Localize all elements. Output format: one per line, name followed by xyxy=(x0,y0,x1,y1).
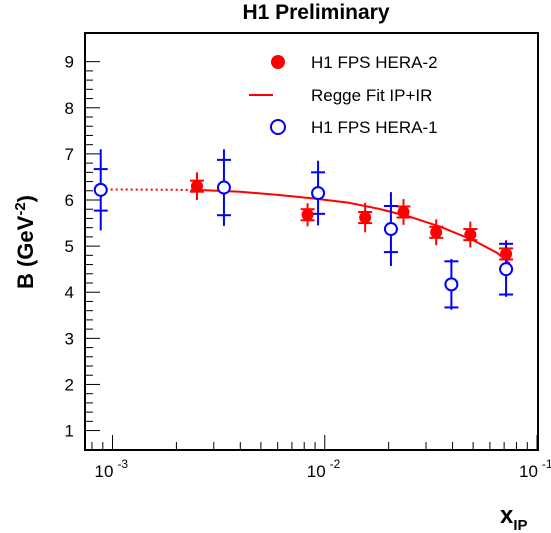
y-tick-label: 8 xyxy=(65,99,74,118)
legend-label-hera1: H1 FPS HERA-1 xyxy=(311,118,438,137)
y-tick-label: 9 xyxy=(65,53,74,72)
x-tick-label: 10 -2 xyxy=(307,457,341,481)
x-tick-exp: -1 xyxy=(542,457,551,471)
y-tick-label: 7 xyxy=(65,145,74,164)
error-bars xyxy=(93,149,514,310)
data-point-hera1 xyxy=(499,262,514,277)
x-tick-label: 10 -3 xyxy=(95,457,129,481)
x-axis-label-sub: IP xyxy=(513,517,527,533)
legend-marker-hera1 xyxy=(270,119,286,135)
data-point-hera2 xyxy=(397,205,410,218)
data-markers xyxy=(93,180,514,292)
fit-extrapolation-line xyxy=(100,188,198,191)
x-tick-exp: -3 xyxy=(117,457,128,471)
data-point-hera2 xyxy=(359,211,372,224)
svg-text:B (GeV-2): B (GeV-2) xyxy=(12,195,38,289)
data-point-hera1 xyxy=(216,180,231,195)
data-point-hera1 xyxy=(383,222,398,237)
x-axis-label: xIP xyxy=(500,502,528,533)
y-tick-label: 6 xyxy=(65,191,74,210)
legend: H1 FPS HERA-2 Regge Fit IP+IR H1 FPS HER… xyxy=(249,53,438,137)
axis-ticks xyxy=(86,61,538,449)
y-tick-labels: 1 2 3 4 5 6 7 8 9 xyxy=(65,53,74,441)
data-point-hera2 xyxy=(500,247,513,260)
data-point-hera1 xyxy=(444,277,459,292)
y-axis-label: B (GeV-2) xyxy=(12,195,38,289)
plot-frame xyxy=(84,32,539,451)
legend-label-hera2: H1 FPS HERA-2 xyxy=(311,53,438,72)
x-tick-base: 10 xyxy=(307,462,326,481)
y-tick-label: 1 xyxy=(65,422,74,441)
y-tick-label: 2 xyxy=(65,375,74,394)
y-tick-label: 4 xyxy=(65,283,74,302)
y-tick-label: 5 xyxy=(65,237,74,256)
data-point-hera2 xyxy=(430,226,443,239)
fit-curves xyxy=(100,188,511,265)
legend-marker-hera2 xyxy=(271,55,285,69)
data-point-hera1 xyxy=(311,186,326,201)
y-axis-label-sup: -2 xyxy=(12,202,29,215)
y-axis-label-close: ) xyxy=(13,195,38,202)
y-axis-label-main: B (GeV xyxy=(13,215,38,289)
x-tick-base: 10 xyxy=(519,462,538,481)
legend-label-regge: Regge Fit IP+IR xyxy=(311,86,432,105)
data-point-hera2 xyxy=(464,228,477,241)
regge-fit-line xyxy=(196,188,511,265)
x-axis-label-main: x xyxy=(500,502,514,529)
data-point-hera2 xyxy=(301,208,314,221)
chart-title: H1 Preliminary xyxy=(242,1,389,24)
data-point-hera1 xyxy=(93,182,108,197)
x-tick-base: 10 xyxy=(95,462,114,481)
x-tick-exp: -2 xyxy=(330,457,341,471)
svg-text:xIP: xIP xyxy=(500,502,528,533)
x-tick-label: 10 -1 xyxy=(519,457,551,481)
y-tick-label: 3 xyxy=(65,329,74,348)
x-tick-labels: 10 -3 10 -2 10 -1 xyxy=(95,457,551,481)
data-point-hera2 xyxy=(190,180,203,193)
